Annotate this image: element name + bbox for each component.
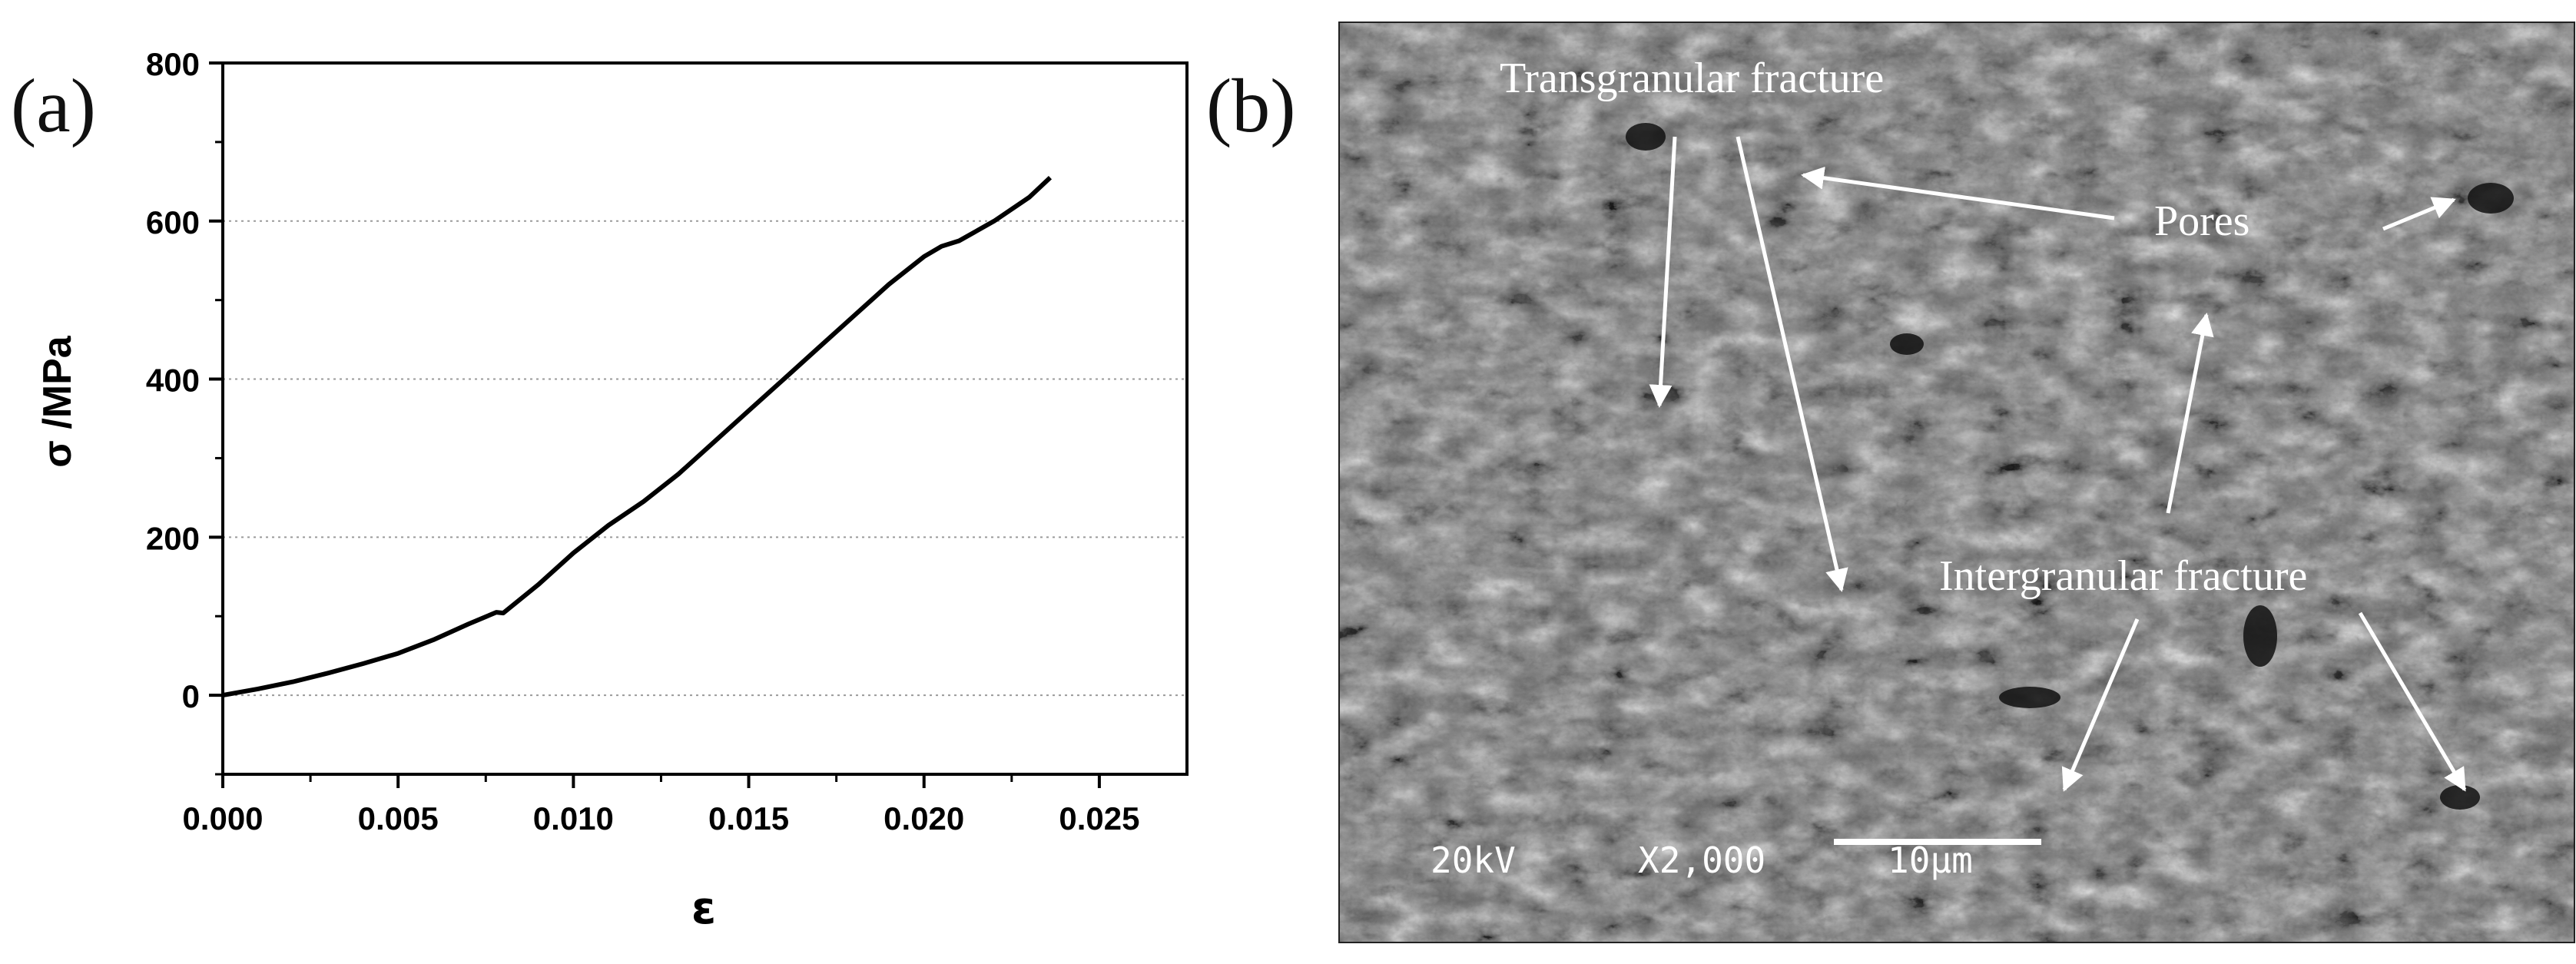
x-tick-label: 0.000 (182, 800, 263, 836)
x-tick-label: 0.015 (708, 800, 789, 836)
arrow-transgranular-1 (1649, 136, 1677, 408)
series-line (222, 176, 1053, 698)
sem-voltage-label: 20kV (1431, 840, 1516, 881)
arrow-pores-right (2382, 197, 2456, 231)
annotation-arrows (1649, 136, 2467, 792)
sem-magnification-label: X2,000 (1638, 840, 1765, 881)
arrow-transgranular-2 (1736, 136, 1848, 592)
label-pores: Pores (2154, 197, 2249, 245)
panel-a-label: (a) (11, 63, 96, 148)
y-tick-label: 400 (146, 363, 200, 399)
y-tick-label: 200 (146, 520, 200, 556)
y-axis-label: σ /MPa (35, 335, 80, 467)
y-tick-label: 0 (182, 678, 200, 714)
x-tick-label: 0.025 (1059, 800, 1139, 836)
x-axis-label: ε (691, 882, 716, 934)
y-tick-label: 800 (146, 46, 200, 82)
y-tick-label: 600 (146, 204, 200, 240)
label-transgranular-fracture: Transgranular fracture (1500, 55, 1884, 102)
grid-layer (223, 220, 1187, 697)
stress-strain-chart: 0 200 400 600 800 0.000 0.005 0.010 0.015 0.020 0.… (35, 46, 1189, 934)
sem-fine-texture (1338, 22, 2575, 943)
arrow-pores-left (1801, 166, 2115, 220)
scale-bar-length-label: 10μm (1888, 840, 1973, 881)
sem-micrograph: Transgranular fracture Pores Intergranul… (1338, 22, 2575, 943)
x-tick-label: 0.010 (533, 800, 614, 836)
ticks-layer: 0 200 400 600 800 0.000 0.005 0.010 0.015 0.020 0.… (146, 46, 1140, 836)
arrow-intergranular-down-right (2358, 611, 2467, 792)
label-intergranular-fracture: Intergranular fracture (1939, 552, 2307, 600)
arrow-intergranular-down-left (2061, 618, 2140, 792)
x-tick-label: 0.020 (884, 800, 964, 836)
panel-b-label: (b) (1206, 63, 1296, 148)
pores-dark-spots (1626, 123, 2514, 810)
plot-frame (221, 61, 1189, 776)
arrow-intergranular-up (2166, 313, 2214, 514)
x-tick-label: 0.005 (358, 800, 439, 836)
